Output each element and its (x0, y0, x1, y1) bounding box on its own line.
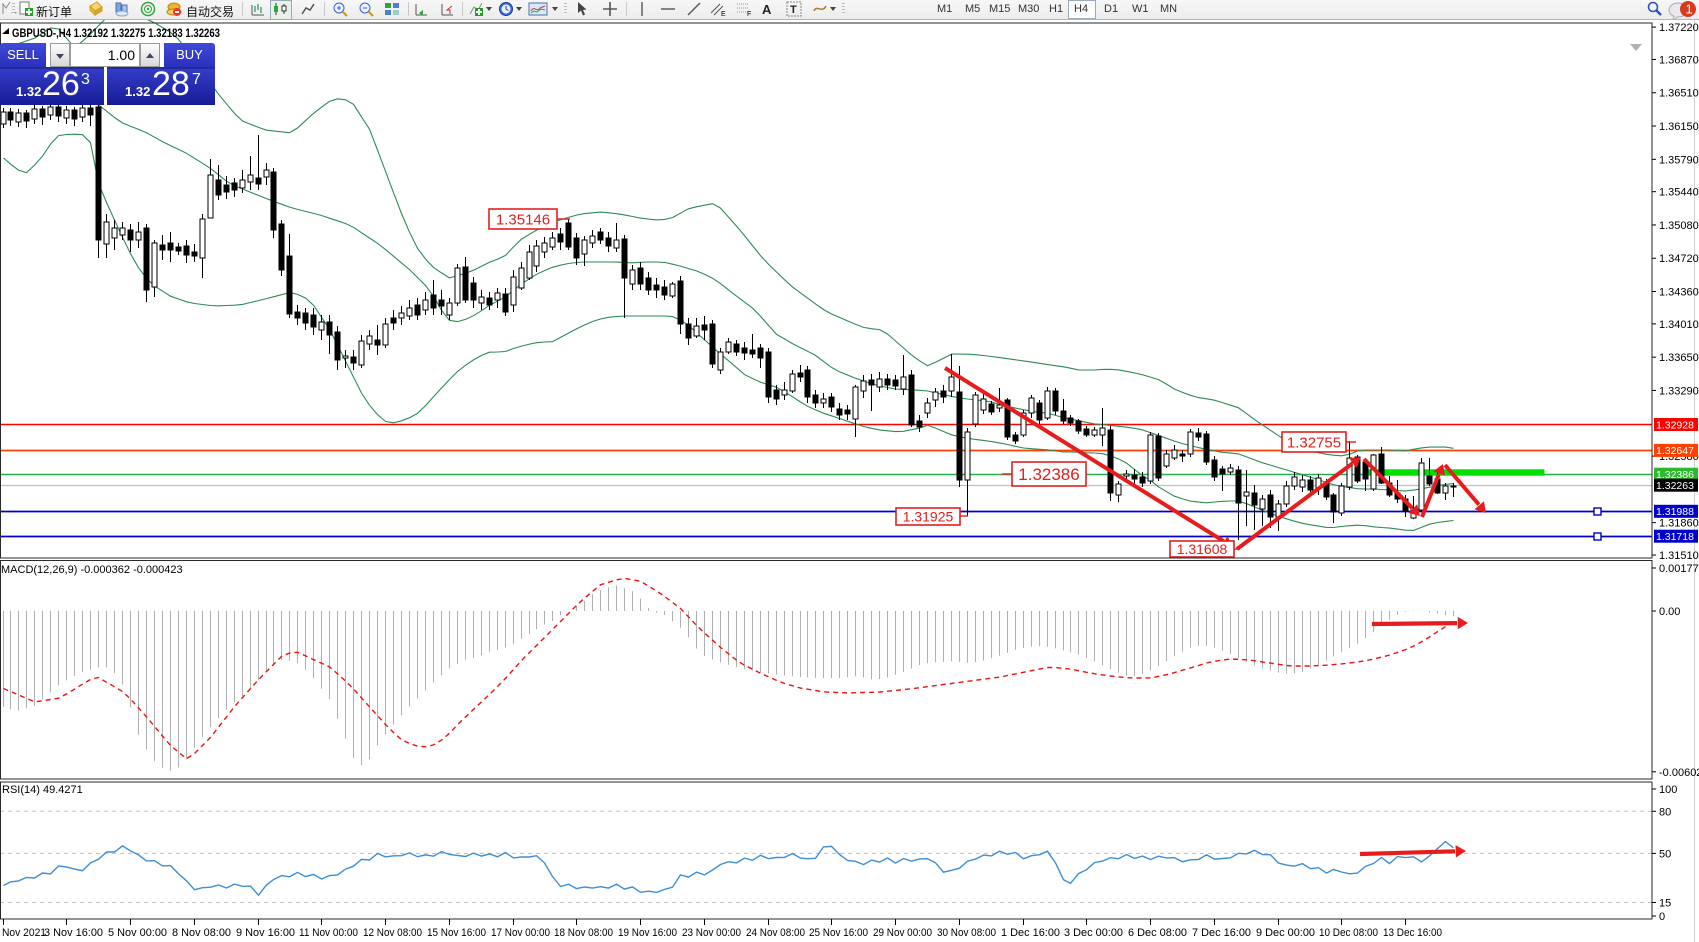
svg-text:1.34360: 1.34360 (1659, 286, 1699, 298)
svg-text:18 Nov 08:00: 18 Nov 08:00 (554, 927, 613, 939)
svg-text:0.00: 0.00 (1659, 606, 1680, 618)
svg-text:17 Nov 00:00: 17 Nov 00:00 (491, 927, 550, 939)
svg-text:1.31608: 1.31608 (1177, 541, 1228, 557)
svg-text:RSI(14) 49.4271: RSI(14) 49.4271 (2, 784, 83, 796)
svg-text:1: 1 (1686, 2, 1693, 17)
svg-text:1.32386: 1.32386 (1018, 465, 1079, 484)
svg-text:30 Nov 08:00: 30 Nov 08:00 (937, 927, 996, 939)
svg-text:Nov 2021: Nov 2021 (2, 927, 46, 939)
svg-text:100: 100 (1659, 784, 1677, 796)
svg-text:13 Dec 16:00: 13 Dec 16:00 (1383, 927, 1442, 939)
svg-text:1.31510: 1.31510 (1659, 550, 1699, 562)
svg-text:5 Nov 00:00: 5 Nov 00:00 (108, 927, 167, 939)
svg-text:9 Nov 16:00: 9 Nov 16:00 (236, 927, 295, 939)
svg-text:-0.00602: -0.00602 (1659, 767, 1699, 779)
svg-text:1 Dec 16:00: 1 Dec 16:00 (1001, 927, 1060, 939)
svg-text:80: 80 (1659, 806, 1671, 818)
svg-text:1.35440: 1.35440 (1659, 187, 1699, 199)
svg-text:1.37220: 1.37220 (1659, 22, 1699, 34)
svg-text:8 Nov 08:00: 8 Nov 08:00 (172, 927, 231, 939)
svg-text:29 Nov 00:00: 29 Nov 00:00 (873, 927, 932, 939)
svg-text:T: T (790, 4, 797, 16)
svg-text:1.31988: 1.31988 (1656, 506, 1694, 518)
svg-text:15 Nov 16:00: 15 Nov 16:00 (427, 927, 486, 939)
svg-text:1.34010: 1.34010 (1659, 319, 1699, 331)
svg-text:3 Nov 16:00: 3 Nov 16:00 (44, 927, 103, 939)
svg-text:24 Nov 08:00: 24 Nov 08:00 (746, 927, 805, 939)
svg-text:1.36150: 1.36150 (1659, 121, 1699, 133)
svg-text:50: 50 (1659, 848, 1671, 860)
svg-text:1.31718: 1.31718 (1656, 531, 1694, 543)
svg-text:1.32755: 1.32755 (1287, 434, 1341, 451)
svg-text:1.31860: 1.31860 (1659, 518, 1699, 530)
svg-text:6 Dec 08:00: 6 Dec 08:00 (1128, 927, 1187, 939)
svg-text:3 Dec 00:00: 3 Dec 00:00 (1064, 927, 1123, 939)
svg-text:1.36870: 1.36870 (1659, 54, 1699, 66)
svg-text:1.32386: 1.32386 (1656, 469, 1694, 481)
svg-text:1.34720: 1.34720 (1659, 253, 1699, 265)
svg-text:MACD(12,26,9) -0.000362 -0.000: MACD(12,26,9) -0.000362 -0.000423 (1, 564, 183, 576)
svg-text:1.36510: 1.36510 (1659, 88, 1699, 100)
svg-text:1.35790: 1.35790 (1659, 154, 1699, 166)
svg-text:E: E (721, 11, 726, 17)
svg-text:11 Nov 00:00: 11 Nov 00:00 (299, 927, 358, 939)
svg-text:25 Nov 16:00: 25 Nov 16:00 (809, 927, 868, 939)
svg-text:F: F (747, 11, 751, 17)
svg-text:9 Dec 00:00: 9 Dec 00:00 (1256, 927, 1315, 939)
svg-text:1.32263: 1.32263 (1656, 480, 1694, 492)
svg-text:0.001777: 0.001777 (1659, 563, 1699, 575)
svg-text:23 Nov 00:00: 23 Nov 00:00 (682, 927, 741, 939)
svg-text:12 Nov 08:00: 12 Nov 08:00 (363, 927, 422, 939)
svg-text:7 Dec 16:00: 7 Dec 16:00 (1192, 927, 1251, 939)
svg-text:1.32928: 1.32928 (1656, 419, 1694, 431)
svg-text:1.33290: 1.33290 (1659, 385, 1699, 397)
svg-text:GBPUSD-,H4 1.32192 1.32275 1.: GBPUSD-,H4 1.32192 1.32275 1.32183 1.322… (12, 28, 220, 40)
svg-text:1.32647: 1.32647 (1656, 445, 1694, 457)
svg-text:1.31925: 1.31925 (903, 509, 954, 525)
svg-text:0: 0 (1659, 911, 1665, 923)
svg-text:1.35146: 1.35146 (496, 211, 550, 228)
svg-text:10 Dec 08:00: 10 Dec 08:00 (1319, 927, 1378, 939)
svg-text:1.33650: 1.33650 (1659, 352, 1699, 364)
svg-text:19 Nov 16:00: 19 Nov 16:00 (618, 927, 677, 939)
svg-text:15: 15 (1659, 897, 1671, 909)
svg-text:1.35080: 1.35080 (1659, 220, 1699, 232)
